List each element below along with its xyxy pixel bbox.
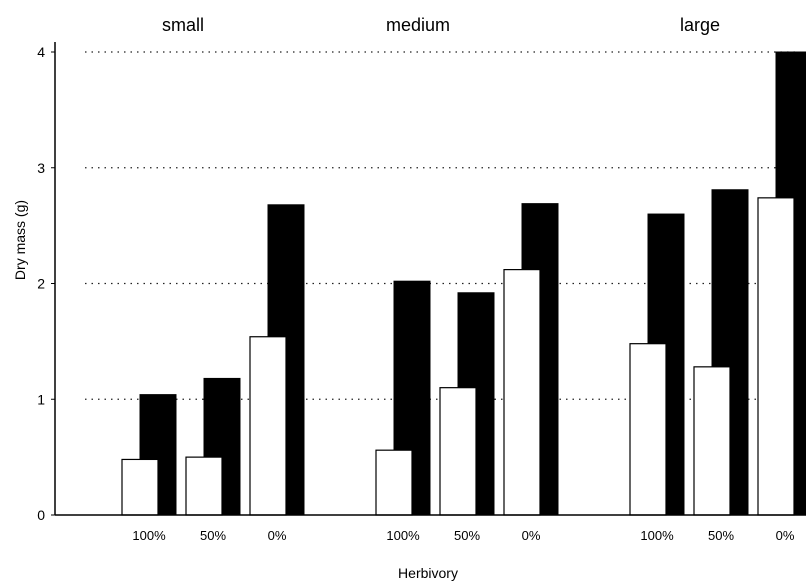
- x-tick-label: 50%: [454, 528, 480, 543]
- bar-front: [629, 343, 667, 516]
- bar-front: [439, 387, 477, 516]
- x-tick-label: 100%: [640, 528, 674, 543]
- bar-front: [375, 449, 413, 516]
- group-label: large: [680, 15, 720, 35]
- x-tick-label: 0%: [522, 528, 541, 543]
- group-labels: small medium large: [162, 15, 720, 35]
- y-tick-label: 0: [37, 507, 45, 523]
- y-tick-label: 2: [37, 276, 45, 292]
- x-tick-label: 100%: [132, 528, 166, 543]
- y-ticks: 0 1 2 3 4: [37, 44, 55, 523]
- bar-front: [185, 456, 223, 516]
- x-axis-label: Herbivory: [398, 565, 458, 581]
- y-tick-label: 4: [37, 44, 45, 60]
- y-axis-label: Dry mass (g): [12, 200, 28, 280]
- bar-front: [249, 336, 287, 516]
- bar-front: [121, 458, 159, 516]
- bar-front: [757, 197, 795, 516]
- bar-front: [503, 269, 541, 516]
- x-tick-label: 50%: [708, 528, 734, 543]
- x-tick-label: 100%: [386, 528, 420, 543]
- y-tick-label: 1: [37, 391, 45, 407]
- group-label: small: [162, 15, 204, 35]
- x-tick-label: 0%: [268, 528, 287, 543]
- bar-front: [693, 366, 731, 516]
- x-tick-label: 50%: [200, 528, 226, 543]
- x-ticks: 100% 50% 0% 100% 50% 0% 100% 50% 0%: [132, 528, 794, 543]
- axes: [54, 42, 806, 516]
- group-label: medium: [386, 15, 450, 35]
- grid-lines: [85, 51, 800, 400]
- x-tick-label: 0%: [776, 528, 795, 543]
- y-tick-label: 3: [37, 160, 45, 176]
